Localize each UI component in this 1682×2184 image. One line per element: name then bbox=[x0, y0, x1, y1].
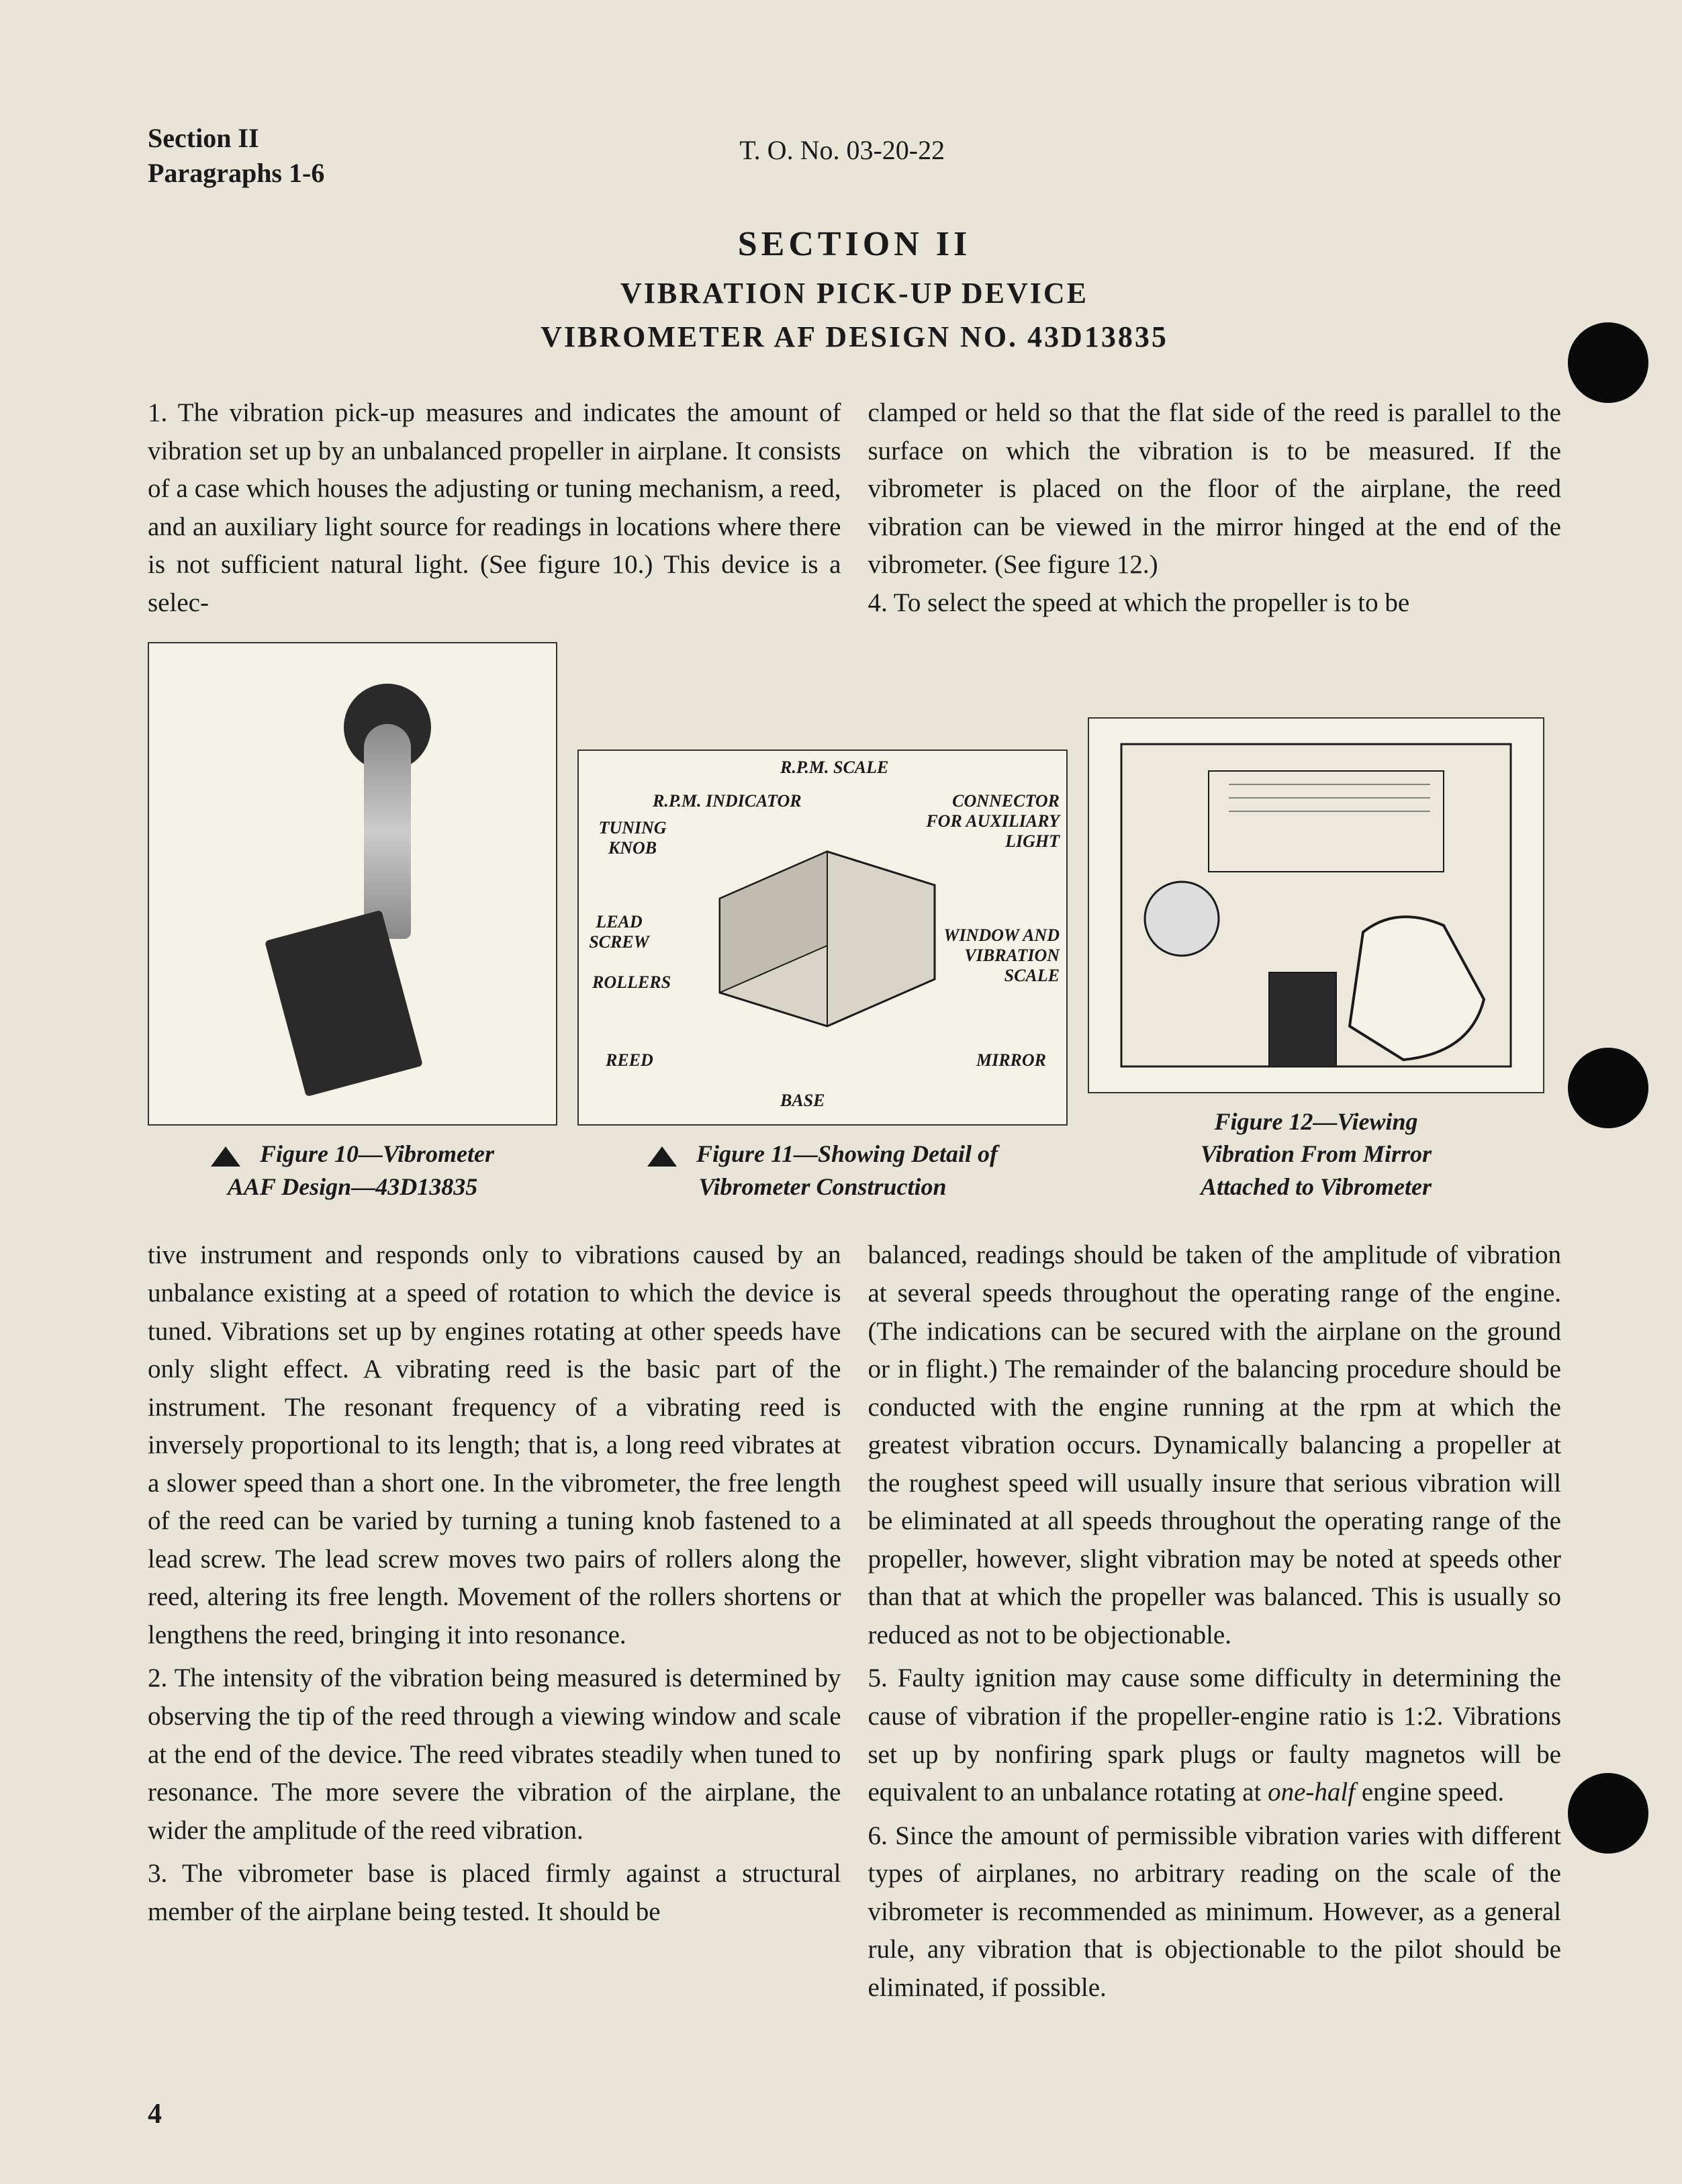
title-line-3: VIBROMETER AF DESIGN NO. 43D13835 bbox=[148, 320, 1561, 354]
paragraph-1-part2: tive instrument and responds only to vib… bbox=[148, 1236, 841, 1654]
title-line-2: VIBRATION PICK-UP DEVICE bbox=[148, 276, 1561, 310]
label-rpm-indicator: R.P.M. INDICATOR bbox=[653, 791, 802, 811]
section-label: Section II bbox=[148, 121, 324, 156]
paragraph-3-part1: 3. The vibrometer base is placed firmly … bbox=[148, 1855, 841, 1931]
binder-hole bbox=[1568, 1773, 1648, 1854]
figure-12: Figure 12—Viewing Vibration From Mirror … bbox=[1088, 717, 1544, 1203]
arrow-up-icon bbox=[647, 1146, 677, 1167]
p5-italic: one-half bbox=[1268, 1778, 1355, 1807]
figure-10: Figure 10—Vibrometer AAF Design—43D13835 bbox=[148, 642, 557, 1203]
figure-12-caption: Figure 12—Viewing Vibration From Mirror … bbox=[1088, 1105, 1544, 1203]
title-line-1: SECTION II bbox=[148, 224, 1561, 264]
paragraph-3-part2: clamped or held so that the flat side of… bbox=[868, 398, 1562, 579]
label-lead-screw: LEAD SCREW bbox=[586, 912, 653, 952]
paragraph-4-part2: balanced, readings should be taken of th… bbox=[868, 1236, 1562, 1654]
fig12-caption-line1: Figure 12—Viewing bbox=[1214, 1108, 1417, 1135]
arrow-up-icon bbox=[211, 1146, 240, 1167]
fig11-caption-line1: Figure 11—Showing Detail of bbox=[696, 1140, 998, 1167]
page-header: Section II Paragraphs 1-6 T. O. No. 03-2… bbox=[148, 121, 1561, 191]
binder-hole bbox=[1568, 1048, 1648, 1128]
fig11-caption-line2: Vibrometer Construction bbox=[698, 1173, 946, 1200]
figure-11-image: R.P.M. SCALE R.P.M. INDICATOR TUNING KNO… bbox=[577, 749, 1068, 1126]
label-reed: REED bbox=[606, 1050, 653, 1071]
label-base: BASE bbox=[780, 1091, 825, 1111]
label-connector: CONNECTOR FOR AUXILIARY LIGHT bbox=[925, 791, 1060, 852]
bottom-right-column: balanced, readings should be taken of th… bbox=[868, 1236, 1562, 2012]
label-rpm-scale: R.P.M. SCALE bbox=[780, 758, 888, 778]
fig10-caption-line1: Figure 10—Vibrometer bbox=[260, 1140, 494, 1167]
header-left: Section II Paragraphs 1-6 bbox=[148, 121, 324, 191]
bottom-text-row: tive instrument and responds only to vib… bbox=[148, 1236, 1561, 2012]
figure-10-image bbox=[148, 642, 557, 1126]
figures-row: Figure 10—Vibrometer AAF Design—43D13835… bbox=[148, 642, 1561, 1203]
figure-12-image bbox=[1088, 717, 1544, 1093]
vibrometer-diagram-shape bbox=[693, 845, 948, 1033]
top-text-row: 1. The vibration pick-up measures and in… bbox=[148, 394, 1561, 622]
cockpit-scene-shape bbox=[1108, 731, 1524, 1080]
label-mirror: MIRROR bbox=[976, 1050, 1046, 1071]
page-number: 4 bbox=[148, 2098, 162, 2130]
p5-post: engine speed. bbox=[1355, 1778, 1504, 1807]
figure-11: R.P.M. SCALE R.P.M. INDICATOR TUNING KNO… bbox=[577, 749, 1068, 1203]
technical-order-number: T. O. No. 03-20-22 bbox=[324, 121, 1360, 191]
figure-11-caption: Figure 11—Showing Detail of Vibrometer C… bbox=[577, 1138, 1068, 1203]
figure-10-caption: Figure 10—Vibrometer AAF Design—43D13835 bbox=[148, 1138, 557, 1203]
paragraph-2: 2. The intensity of the vibration being … bbox=[148, 1659, 841, 1850]
paragraph-5: 5. Faulty ignition may cause some diffic… bbox=[868, 1659, 1562, 1811]
header-spacer bbox=[1360, 121, 1561, 191]
label-tuning-knob: TUNING KNOB bbox=[592, 818, 673, 858]
fig12-caption-line2: Vibration From Mirror bbox=[1201, 1140, 1432, 1167]
binder-hole bbox=[1568, 322, 1648, 403]
paragraph-6: 6. Since the amount of permissible vibra… bbox=[868, 1817, 1562, 2007]
fig10-caption-line2: AAF Design—43D13835 bbox=[228, 1173, 477, 1200]
label-rollers: ROLLERS bbox=[592, 972, 671, 993]
fig12-caption-line3: Attached to Vibrometer bbox=[1201, 1173, 1432, 1200]
paragraph-1-part1: 1. The vibration pick-up measures and in… bbox=[148, 394, 841, 622]
paragraphs-label: Paragraphs 1-6 bbox=[148, 156, 324, 191]
content-area: 1. The vibration pick-up measures and in… bbox=[148, 394, 1561, 2012]
paragraph-4-part1: 4. To select the speed at which the prop… bbox=[868, 588, 1410, 617]
section-title-block: SECTION II VIBRATION PICK-UP DEVICE VIBR… bbox=[148, 224, 1561, 354]
flashlight-shape bbox=[364, 724, 411, 939]
top-right-column: clamped or held so that the flat side of… bbox=[868, 394, 1562, 622]
label-window: WINDOW AND VIBRATION SCALE bbox=[939, 925, 1060, 986]
bottom-left-column: tive instrument and responds only to vib… bbox=[148, 1236, 841, 2012]
